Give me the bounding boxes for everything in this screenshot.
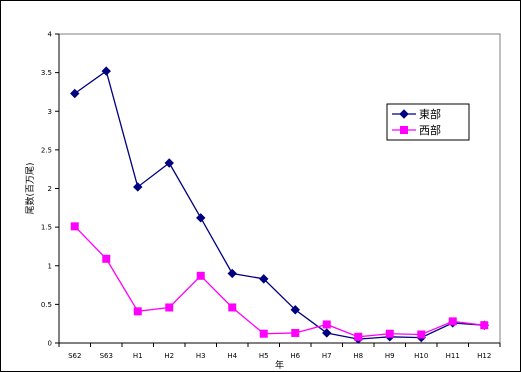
y-tick-label: 3.5: [41, 69, 52, 77]
x-tick-label: H4: [227, 352, 237, 360]
x-tick-label: H2: [164, 352, 174, 360]
x-tick-label: S63: [100, 352, 113, 360]
y-tick-label: 4: [48, 31, 53, 39]
data-point: [480, 321, 489, 330]
data-point: [417, 330, 426, 339]
y-tick-label: 3: [48, 108, 52, 116]
x-tick-label: H3: [196, 352, 206, 360]
legend-marker: [399, 109, 409, 119]
legend-label: 東部: [419, 107, 441, 121]
data-point: [133, 307, 142, 316]
legend-marker: [400, 126, 408, 134]
data-point: [291, 328, 300, 337]
data-point: [196, 213, 206, 223]
data-point: [102, 254, 111, 263]
legend-label: 西部: [419, 123, 441, 137]
y-tick-label: 0.5: [41, 301, 52, 309]
plot-area: [58, 33, 501, 344]
x-axis-title: 年: [275, 359, 284, 371]
x-tick-label: H6: [290, 352, 300, 360]
data-point: [133, 182, 143, 192]
y-axis-title: 尾数(百万尾): [24, 162, 36, 214]
y-tick-label: 1.5: [41, 224, 52, 232]
data-point: [448, 317, 457, 326]
y-tick-label: 1: [48, 262, 52, 270]
data-point: [385, 329, 394, 338]
data-point: [259, 274, 269, 284]
y-tick-label: 2.5: [41, 146, 52, 154]
data-point: [101, 66, 111, 76]
data-point: [290, 305, 300, 315]
x-tick-label: H12: [477, 352, 491, 360]
data-point: [70, 88, 80, 99]
data-point: [70, 222, 79, 231]
series-layer: [70, 66, 489, 344]
x-tick-label: H7: [322, 352, 332, 360]
x-tick-label: H5: [259, 352, 269, 360]
series-line: [74, 70, 485, 340]
x-tick-label: H8: [353, 352, 363, 360]
x-tick-label: H9: [385, 352, 395, 360]
x-tick-label: H11: [446, 352, 460, 360]
data-point: [196, 271, 205, 280]
series-line: [74, 225, 485, 338]
x-tick-label: S62: [68, 352, 81, 360]
data-point: [259, 329, 268, 338]
x-tick-label: H10: [414, 352, 428, 360]
y-tick-label: 0: [48, 340, 52, 348]
legend-item: 東部: [392, 107, 441, 121]
y-tick-label: 2: [48, 185, 52, 193]
series-2: [70, 222, 489, 341]
axes: 0 0.5 1 1.5 2 2.5 3 3.5 4 S62 S63 H1 H2 H3 H4 H5 H6 H7 H8 H…: [41, 31, 501, 360]
data-point: [322, 320, 331, 329]
data-point: [165, 303, 174, 312]
x-tick-label: H1: [133, 352, 143, 360]
data-point: [354, 332, 363, 341]
data-point: [227, 268, 237, 279]
legend-item: 西部: [392, 123, 441, 137]
data-point: [164, 158, 174, 168]
data-point: [322, 328, 332, 338]
data-point: [228, 303, 237, 312]
